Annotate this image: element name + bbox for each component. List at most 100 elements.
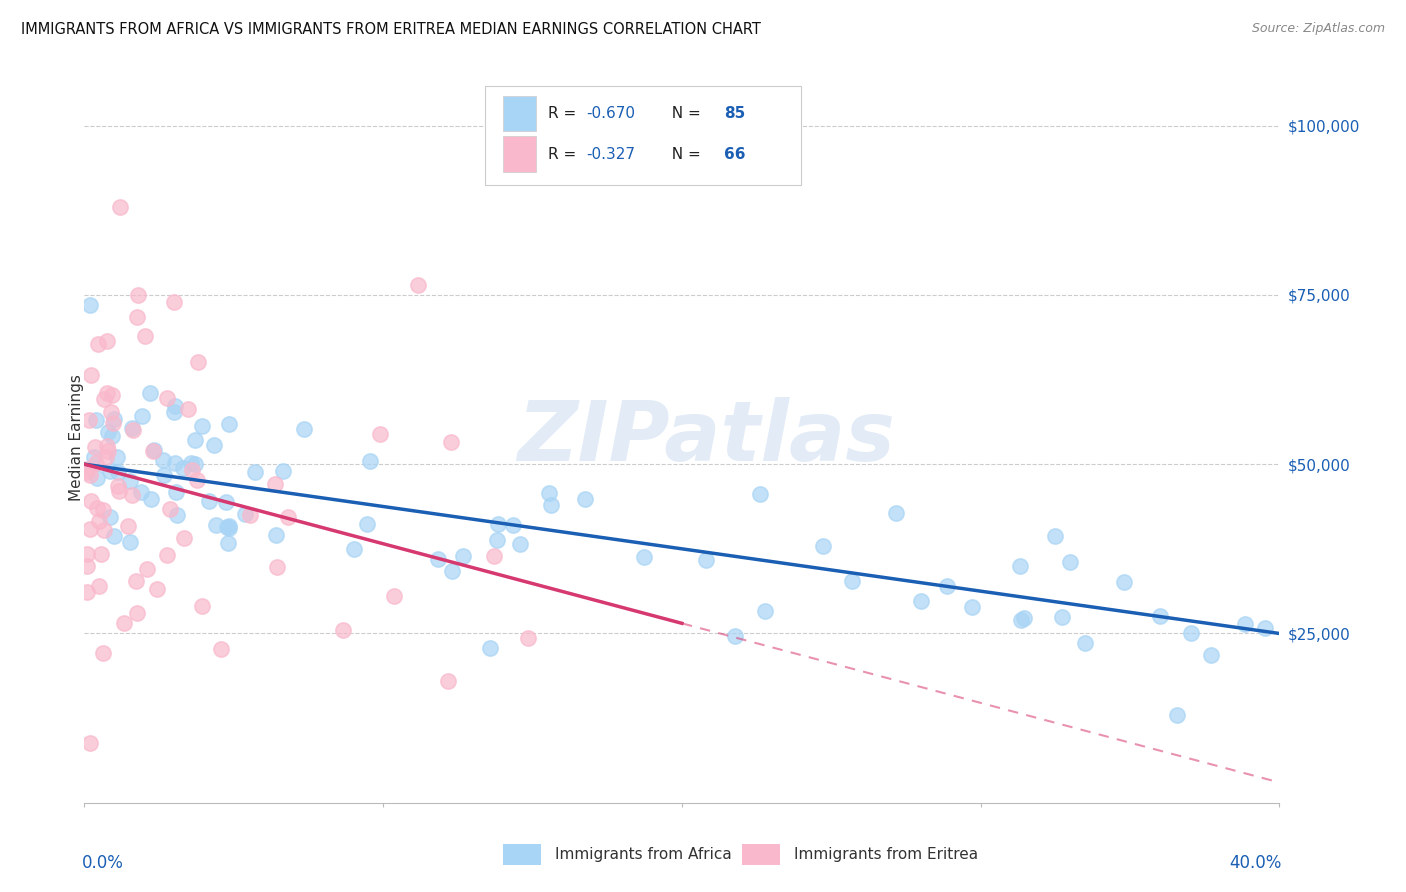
FancyBboxPatch shape	[503, 136, 536, 171]
Point	[264, 476, 287, 491]
Point	[811, 539, 834, 553]
Point	[217, 535, 239, 549]
Point	[110, 200, 132, 214]
Point	[86, 336, 108, 351]
Point	[218, 417, 240, 432]
Point	[156, 391, 179, 405]
Y-axis label: Median Earnings: Median Earnings	[69, 374, 83, 500]
Point	[84, 440, 107, 454]
Point	[129, 485, 152, 500]
Point	[121, 487, 143, 501]
Text: 66: 66	[724, 146, 745, 161]
Point	[440, 434, 463, 449]
Point	[198, 493, 221, 508]
Text: Immigrants from Eritrea: Immigrants from Eritrea	[794, 847, 979, 863]
Point	[517, 631, 540, 645]
Point	[91, 646, 114, 660]
Point	[1074, 636, 1097, 650]
Point	[118, 534, 141, 549]
Point	[180, 456, 202, 470]
Point	[1012, 611, 1035, 625]
Point	[368, 427, 391, 442]
Point	[1043, 529, 1066, 543]
Point	[93, 392, 115, 406]
Point	[159, 502, 181, 516]
Point	[186, 473, 208, 487]
Point	[79, 736, 101, 750]
Point	[183, 433, 205, 447]
Point	[356, 517, 378, 532]
Point	[100, 388, 122, 402]
Point	[540, 498, 562, 512]
Text: ZIPatlas: ZIPatlas	[517, 397, 894, 477]
Point	[76, 547, 98, 561]
Point	[486, 533, 509, 547]
Point	[103, 528, 125, 542]
Point	[112, 616, 135, 631]
Point	[76, 465, 98, 479]
Point	[97, 443, 120, 458]
Point	[101, 429, 124, 443]
Point	[215, 494, 238, 508]
Point	[100, 404, 122, 418]
Point	[79, 522, 101, 536]
Text: N =: N =	[662, 146, 706, 161]
Point	[1008, 558, 1031, 573]
Text: Source: ZipAtlas.com: Source: ZipAtlas.com	[1251, 22, 1385, 36]
Point	[96, 386, 118, 401]
Point	[205, 517, 228, 532]
Point	[191, 599, 214, 614]
Text: 0.0%: 0.0%	[82, 854, 124, 872]
Point	[86, 456, 108, 470]
Point	[1149, 609, 1171, 624]
Point	[153, 467, 176, 482]
Point	[125, 574, 148, 588]
Point	[209, 642, 232, 657]
Point	[1050, 609, 1073, 624]
Point	[125, 606, 148, 620]
Point	[121, 423, 143, 437]
Point	[142, 444, 165, 458]
Point	[754, 604, 776, 618]
Point	[538, 486, 561, 500]
Text: R =: R =	[548, 146, 581, 161]
Point	[135, 562, 157, 576]
Point	[184, 457, 207, 471]
Point	[156, 548, 179, 562]
Point	[1166, 707, 1188, 722]
Point	[127, 288, 149, 302]
Point	[177, 401, 200, 416]
Point	[83, 450, 105, 465]
Text: R =: R =	[548, 106, 581, 121]
Point	[239, 508, 262, 523]
Point	[108, 484, 131, 499]
Point	[243, 465, 266, 479]
Point	[79, 368, 101, 383]
Point	[76, 462, 98, 476]
Text: IMMIGRANTS FROM AFRICA VS IMMIGRANTS FROM ERITREA MEDIAN EARNINGS CORRELATION CH: IMMIGRANTS FROM AFRICA VS IMMIGRANTS FRO…	[21, 22, 761, 37]
Point	[163, 295, 186, 310]
Point	[1059, 555, 1081, 569]
Point	[382, 590, 405, 604]
Point	[163, 456, 186, 470]
Point	[266, 560, 288, 574]
Point	[105, 450, 128, 464]
Point	[181, 463, 204, 477]
Point	[107, 478, 129, 492]
Point	[1233, 616, 1256, 631]
Point	[960, 600, 983, 615]
Point	[87, 514, 110, 528]
Point	[96, 334, 118, 348]
Point	[77, 413, 100, 427]
Point	[98, 510, 121, 524]
Point	[509, 537, 531, 551]
Point	[139, 385, 162, 400]
Point	[98, 465, 121, 479]
Point	[633, 550, 655, 565]
Point	[191, 419, 214, 434]
Point	[359, 454, 381, 468]
Point	[484, 549, 506, 563]
Point	[87, 579, 110, 593]
Point	[292, 422, 315, 436]
Point	[165, 399, 187, 413]
